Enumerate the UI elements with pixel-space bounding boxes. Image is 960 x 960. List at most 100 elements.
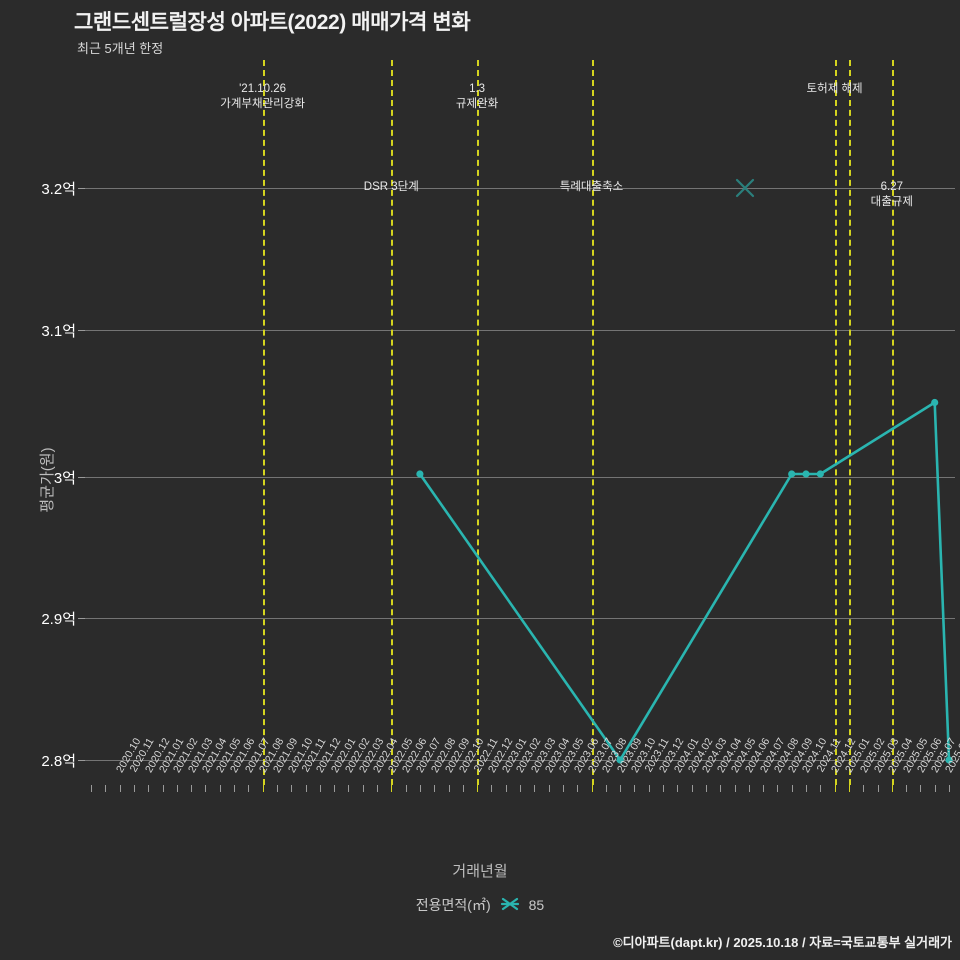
x-tick-2021.05 xyxy=(191,785,193,792)
x-tick-2025.07 xyxy=(906,785,908,792)
x-tick-2023.08 xyxy=(577,785,579,792)
x-tick-2024.01 xyxy=(648,785,650,792)
x-tick-2021.09 xyxy=(248,785,250,792)
x-tick-2025.01 xyxy=(820,785,822,792)
y-tick-label-2: 3억 xyxy=(53,470,76,487)
x-tick-2023.05 xyxy=(534,785,536,792)
gridline-3억 xyxy=(85,477,955,478)
x-tick-2022.06 xyxy=(377,785,378,792)
event-date-household-debt-tightening: '21.10.26 xyxy=(239,83,287,95)
x-tick-2025.05 xyxy=(877,785,879,792)
event-line-regulation-easing xyxy=(477,60,480,785)
page-title: 그랜드센트럴장성 아파트(2022) 매매가격 변화 xyxy=(74,11,471,34)
x-tick-2022.02 xyxy=(319,785,321,792)
series-path-85 xyxy=(418,401,951,762)
x-tick-2021.10 xyxy=(262,785,264,792)
legend: 전용면적(㎡) 85 xyxy=(0,895,960,915)
gridline-3.2억 xyxy=(85,188,955,189)
x-tick-2024.05 xyxy=(705,785,707,792)
x-tick-2020.10 xyxy=(91,785,92,792)
x-tick-2022.03 xyxy=(334,785,336,792)
x-tick-2024.07 xyxy=(734,785,736,792)
legend-title: 전용면적(㎡) xyxy=(415,897,491,913)
x-tick-2024.11 xyxy=(791,785,793,792)
event-label-special-loan-reduction: 특례대출축소 xyxy=(560,180,623,195)
y-tick-mark-4 xyxy=(78,760,85,761)
x-tick-2023.06 xyxy=(548,785,550,792)
event-date-regulation-easing: 1.3 xyxy=(469,83,486,95)
x-tick-2025.02 xyxy=(834,785,836,792)
x-tick-2025.08 xyxy=(920,785,922,792)
x-tick-2023.10 xyxy=(605,785,607,792)
event-label-loan-regulation-627: 6.27 대출규제 xyxy=(871,180,913,210)
gridline-2.8억 xyxy=(85,760,955,761)
y-tick-mark-0 xyxy=(78,188,85,189)
x-tick-2025.03 xyxy=(848,785,850,792)
y-tick-label-4: 2.8억 xyxy=(41,753,76,770)
data-point-85-2[interactable] xyxy=(788,470,796,478)
data-point-85-5[interactable] xyxy=(931,398,939,407)
event-line-special-loan-reduction xyxy=(591,60,594,785)
data-point-85-6[interactable] xyxy=(945,756,953,764)
event-line-dsr-phase-3 xyxy=(391,60,394,785)
y-tick-label-0: 3.2억 xyxy=(41,181,76,198)
x-tick-2021.07 xyxy=(219,785,221,792)
gridline-3.1억 xyxy=(85,330,955,331)
event-name-regulation-easing: 규제완화 xyxy=(455,98,499,110)
x-tick-2021.04 xyxy=(176,785,178,792)
x-tick-2021.06 xyxy=(205,785,207,792)
event-label-dsr-phase-3: DSR 3단계 xyxy=(364,180,419,195)
x-tick-2024.12 xyxy=(806,785,807,792)
x-tick-2024.04 xyxy=(691,785,693,792)
x-tick-2025.04 xyxy=(863,785,865,792)
event-label-household-debt-tightening: '21.10.26 가계부채관리강화 xyxy=(220,82,305,112)
event-name-household-debt-tightening: 가계부채관리강화 xyxy=(220,98,305,110)
x-tick-2023.07 xyxy=(562,785,564,792)
x-tick-2022.08 xyxy=(405,785,407,792)
data-point-85-4[interactable] xyxy=(816,470,824,478)
y-tick-label-1: 3.1억 xyxy=(41,323,76,340)
x-tick-2021.03 xyxy=(162,785,164,792)
event-name-land-permit-release-a: 토허제 해제 xyxy=(806,83,863,95)
event-label-regulation-easing: 1.3 규제완화 xyxy=(456,82,498,112)
x-tick-2021.01 xyxy=(133,785,135,792)
x-tick-2023.04 xyxy=(520,785,521,792)
x-tick-2025.06 xyxy=(891,785,893,792)
x-tick-2023.03 xyxy=(505,785,507,792)
x-tick-2023.02 xyxy=(491,785,493,792)
x-tick-2022.11 xyxy=(448,785,450,792)
series-line-85 xyxy=(416,178,953,764)
x-tick-2024.08 xyxy=(748,785,750,792)
x-tick-2022.01 xyxy=(305,785,307,792)
data-point-85-1[interactable] xyxy=(616,756,624,764)
x-tick-2021.08 xyxy=(234,785,235,792)
x-tick-2022.07 xyxy=(391,785,393,792)
data-point-85-3[interactable] xyxy=(802,470,810,478)
y-tick-mark-3 xyxy=(78,618,85,619)
event-date-loan-regulation-627: 6.27 xyxy=(880,181,903,193)
x-tick-2023.09 xyxy=(591,785,593,792)
x-tick-2024.10 xyxy=(777,785,779,792)
x-tick-2022.04 xyxy=(348,785,350,792)
event-line-household-debt-tightening xyxy=(262,60,265,785)
y-tick-mark-1 xyxy=(78,330,85,331)
x-tick-2022.12 xyxy=(462,785,464,792)
legend-sample-x-marker xyxy=(735,178,755,198)
event-name-dsr-phase-3: DSR 3단계 xyxy=(363,181,419,193)
x-tick-2021.12 xyxy=(291,785,293,792)
y-tick-label-3: 2.9억 xyxy=(41,611,76,628)
event-line-land-permit-release-a xyxy=(834,60,837,785)
event-name-special-loan-reduction: 특례대출축소 xyxy=(559,181,624,193)
x-tick-2022.05 xyxy=(362,785,364,792)
x-tick-2021.02 xyxy=(148,785,150,792)
event-line-land-permit-release-b xyxy=(848,60,851,785)
x-tick-2024.09 xyxy=(763,785,765,792)
x-tick-2023.01 xyxy=(477,785,479,792)
x-tick-2023.12 xyxy=(634,785,636,792)
x-tick-2021.11 xyxy=(276,785,278,792)
x-tick-2020.11 xyxy=(105,785,107,792)
data-point-85-0[interactable] xyxy=(416,470,424,478)
legend-title-group: 전용면적(㎡) 85 xyxy=(416,895,544,915)
x-tick-2022.10 xyxy=(434,785,436,792)
